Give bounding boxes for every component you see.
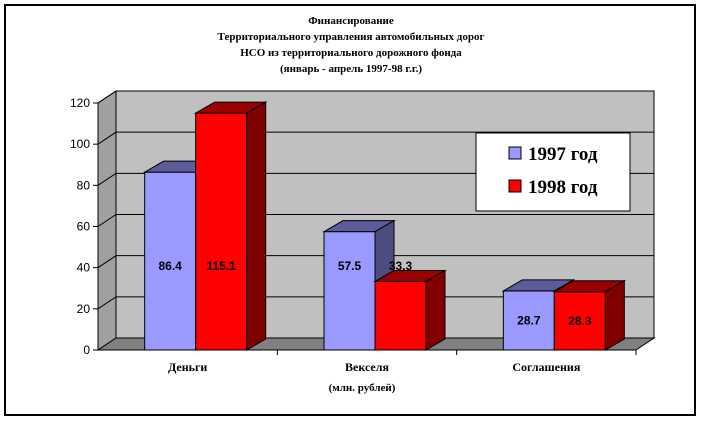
bar-front <box>144 171 197 351</box>
legend-swatch <box>508 146 522 160</box>
bar-value-label: 28.3 <box>568 314 592 328</box>
x-category-label: Векселя <box>345 360 389 374</box>
legend-label: 1998 год <box>528 177 598 198</box>
y-tick-label: 80 <box>77 178 91 192</box>
bar-side <box>604 279 625 351</box>
x-category-label: Соглашения <box>512 360 581 374</box>
gridline <box>97 172 654 186</box>
legend-label: 1997 год <box>528 144 598 165</box>
y-tick-label: 40 <box>77 261 91 275</box>
bar-front <box>195 112 248 351</box>
bar-value-label: 115.1 <box>206 259 236 273</box>
legend-box <box>475 132 631 212</box>
chart-title-line: Территориального управления автомобильны… <box>218 31 485 43</box>
gridline <box>97 255 654 269</box>
y-tick-label: 100 <box>70 137 90 151</box>
bar-front <box>502 290 555 351</box>
bar-side <box>425 269 446 351</box>
bar-side <box>246 101 267 351</box>
chart-title-line: НСО из территориального дорожного фонда <box>240 47 462 59</box>
y-tick-label: 20 <box>77 302 91 316</box>
bar-value-label: 86.4 <box>158 259 182 273</box>
y-tick-label: 60 <box>77 220 91 234</box>
bar-front <box>374 280 427 351</box>
gridline <box>97 90 654 104</box>
y-tick-label: 120 <box>70 96 90 110</box>
gridline <box>97 131 654 145</box>
x-axis-title: (млн. рублей) <box>329 382 396 394</box>
chart-title-line: (январь - апрель 1997-98 г.г.) <box>280 63 422 75</box>
gridline <box>97 214 654 227</box>
gridline <box>97 296 654 310</box>
y-tick-label: 0 <box>83 343 90 357</box>
bar-front <box>323 231 376 351</box>
x-category-label: Деньги <box>168 360 207 374</box>
bar-value-label: 33.3 <box>389 259 413 273</box>
bar-value-label: 57.5 <box>338 259 362 273</box>
legend-swatch <box>508 179 522 193</box>
chart-title-line: Финансирование <box>308 15 394 27</box>
bar-value-label: 28.7 <box>517 313 541 327</box>
